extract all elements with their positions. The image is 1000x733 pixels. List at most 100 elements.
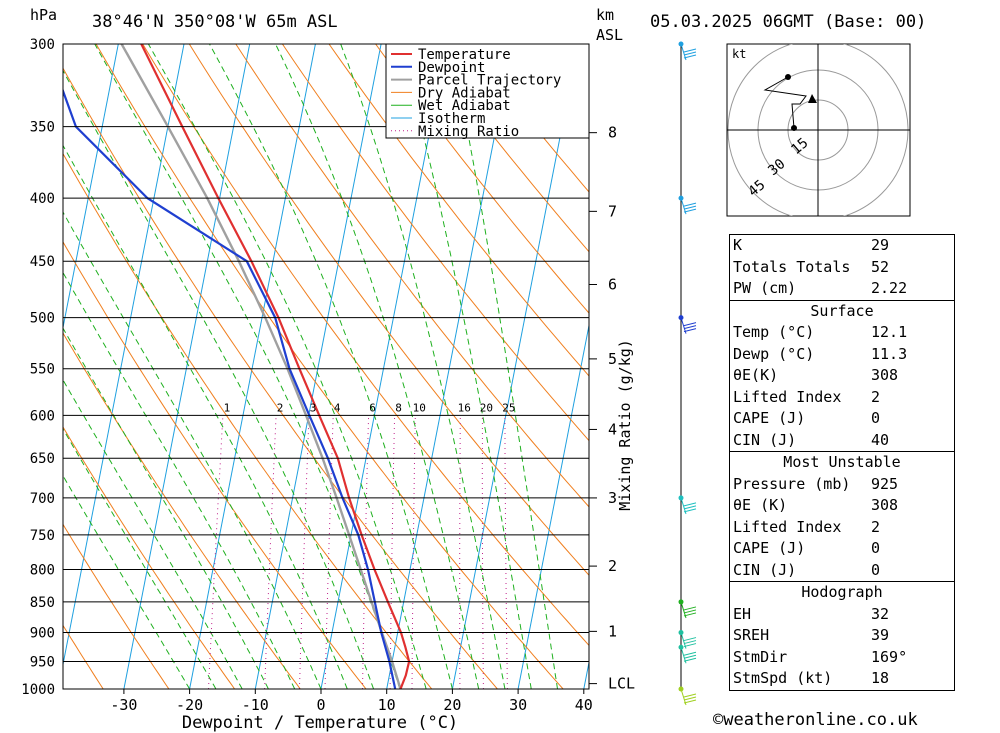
indices-table: K 29 Totals Totals 52 PW (cm) 2.22 Surface Te… bbox=[729, 234, 955, 691]
index-value: 0 bbox=[871, 539, 881, 557]
legend-box bbox=[385, 43, 590, 139]
pressure-label: 550 bbox=[30, 362, 55, 378]
mixing-ratio-axis-title: Mixing Ratio (g/kg) bbox=[616, 339, 634, 511]
hodograph-indices: Hodograph EH 32 SREH 39 StmDir 169° StmSpd (kt… bbox=[729, 581, 955, 691]
wind-barb-flag bbox=[683, 328, 697, 333]
index-row: Dewp (°C) 11.3 bbox=[730, 344, 954, 366]
pressure-label: 750 bbox=[30, 528, 55, 544]
km-tick-label: 3 bbox=[608, 489, 617, 507]
wind-barb-flag bbox=[683, 640, 697, 645]
index-row: CAPE (J) 0 bbox=[730, 538, 954, 560]
mixing-ratio-label: 25 bbox=[502, 401, 515, 414]
hodograph-end-dot bbox=[785, 74, 791, 80]
km-tick-label: 1 bbox=[608, 622, 617, 640]
pressure-label: 600 bbox=[30, 408, 55, 424]
x-tick-label: -30 bbox=[110, 696, 137, 714]
hodograph-start-dot bbox=[791, 125, 797, 131]
wind-barb-flag bbox=[683, 48, 697, 53]
index-row: CIN (J) 0 bbox=[730, 560, 954, 582]
hodo-title: Hodograph bbox=[801, 583, 883, 601]
wind-barb-flag bbox=[683, 643, 697, 648]
index-value: 925 bbox=[871, 474, 899, 493]
index-label: PW (cm) bbox=[733, 279, 797, 297]
index-label: Lifted Index bbox=[733, 517, 842, 536]
x-tick-label: -20 bbox=[176, 696, 203, 714]
mixing-ratio-label: 6 bbox=[369, 401, 376, 414]
x-tick-label: 20 bbox=[443, 696, 461, 714]
km-tick-label: 7 bbox=[608, 202, 617, 220]
mixing-ratio-line bbox=[208, 415, 224, 689]
surface-title: Surface bbox=[810, 301, 874, 320]
wind-barb-flag bbox=[683, 651, 697, 656]
wind-barb-flag bbox=[683, 606, 697, 611]
km-tick-label: 6 bbox=[608, 276, 617, 294]
wind-barb-column bbox=[678, 41, 697, 706]
wind-barb-flag bbox=[683, 693, 697, 698]
storm-motion-marker bbox=[808, 94, 817, 103]
wind-level-dot bbox=[678, 315, 684, 321]
wind-barb-flag bbox=[683, 696, 697, 701]
index-label: Dewp (°C) bbox=[733, 344, 815, 363]
index-row: Lifted Index 2 bbox=[730, 517, 954, 539]
wet-adiabat-line bbox=[340, 44, 506, 689]
index-value: 18 bbox=[871, 669, 890, 687]
index-row: θE(K) 308 bbox=[730, 365, 954, 387]
wind-barb-flag bbox=[683, 325, 697, 330]
dry-adiabat-line bbox=[63, 67, 498, 689]
mu-title: Most Unstable bbox=[783, 453, 901, 471]
wet-adiabat-line bbox=[63, 474, 191, 689]
index-value: 308 bbox=[871, 366, 899, 384]
legend-label: Dry Adiabat bbox=[418, 85, 511, 101]
wind-barb-flag bbox=[683, 699, 697, 704]
pressure-label: 650 bbox=[30, 451, 55, 467]
wind-barb-flag bbox=[683, 657, 697, 662]
index-label: CAPE (J) bbox=[733, 409, 806, 427]
wet-adiabat-line bbox=[63, 69, 375, 689]
wind-barb-flag bbox=[683, 612, 697, 617]
pressure-label: 400 bbox=[30, 191, 55, 207]
pressure-label: 950 bbox=[30, 655, 55, 671]
pressure-label: 800 bbox=[30, 562, 55, 578]
index-label: StmSpd (kt) bbox=[733, 669, 833, 687]
wind-barb-flag bbox=[683, 508, 697, 513]
parcel-trajectory-line bbox=[120, 44, 402, 689]
index-label: SREH bbox=[733, 626, 770, 644]
dry-adiabat-line bbox=[95, 44, 564, 689]
dewpoint-line bbox=[63, 87, 397, 689]
index-value: 2.22 bbox=[871, 279, 908, 297]
wind-barb-flag bbox=[683, 54, 697, 59]
km-tick-label: 8 bbox=[608, 124, 617, 142]
wind-barb-flag bbox=[683, 654, 697, 659]
mixing-ratio-label: 4 bbox=[334, 401, 341, 414]
index-label: Pressure (mb) bbox=[733, 474, 851, 493]
index-label: Lifted Index bbox=[733, 387, 842, 406]
dry-adiabat-line bbox=[421, 44, 589, 253]
pressure-label: 850 bbox=[30, 595, 55, 611]
mixing-ratio-label: 20 bbox=[480, 401, 493, 414]
index-value: 40 bbox=[871, 430, 890, 449]
wind-barb-flag bbox=[683, 322, 697, 327]
wet-adiabat-line bbox=[209, 44, 453, 689]
copyright-footer[interactable]: ©weatheronline.co.uk bbox=[713, 710, 918, 730]
isotherm-line bbox=[254, 44, 382, 689]
wet-adiabat-line bbox=[94, 44, 401, 689]
isotherm-line bbox=[320, 44, 448, 689]
datetime-title: 05.03.2025 06GMT (Base: 00) bbox=[650, 12, 926, 32]
pressure-label: 900 bbox=[30, 626, 55, 642]
km-unit-label: km bbox=[596, 6, 614, 24]
legend-label: Parcel Trajectory bbox=[418, 73, 561, 89]
index-label: K bbox=[733, 236, 743, 254]
wind-barb-flag bbox=[683, 208, 697, 213]
legend-label: Isotherm bbox=[418, 111, 485, 127]
wind-barb-flag bbox=[683, 205, 697, 210]
isotherm-line bbox=[451, 44, 579, 689]
mixing-ratio-label: 10 bbox=[413, 401, 426, 414]
surface-indices: Surface Temp (°C) 12.1 Dewp (°C) 11.3 θE(K) 3… bbox=[729, 299, 955, 451]
index-value: 32 bbox=[871, 604, 890, 623]
index-row: StmSpd (kt) 18 bbox=[730, 668, 954, 690]
pressure-label: 300 bbox=[30, 37, 55, 53]
index-label: θE (K) bbox=[733, 496, 788, 514]
mixing-ratio-line bbox=[481, 415, 484, 689]
index-row: Pressure (mb) 925 bbox=[730, 474, 954, 496]
